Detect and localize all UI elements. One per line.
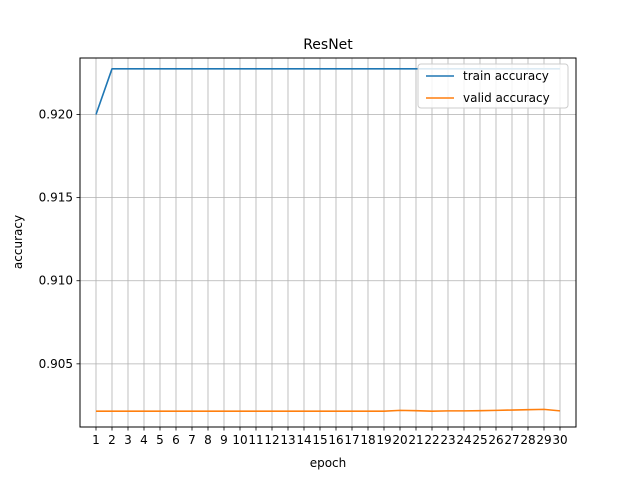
x-tick-label: 17: [344, 433, 359, 447]
x-tick-label: 30: [552, 433, 567, 447]
x-tick-label: 19: [376, 433, 391, 447]
x-tick-label: 6: [172, 433, 180, 447]
y-axis-label: accuracy: [11, 215, 25, 269]
x-tick-label: 22: [424, 433, 439, 447]
chart-title: ResNet: [303, 37, 353, 53]
x-tick-label: 21: [408, 433, 423, 447]
y-tick-label: 0.920: [39, 108, 73, 122]
x-tick-label: 2: [108, 433, 116, 447]
x-tick-label: 20: [392, 433, 407, 447]
legend: train accuracy valid accuracy: [417, 63, 569, 109]
x-tick-label: 10: [232, 433, 247, 447]
x-tick-label: 29: [536, 433, 551, 447]
x-tick-label: 5: [156, 433, 164, 447]
x-tick-label: 26: [488, 433, 503, 447]
x-tick-label: 27: [504, 433, 519, 447]
x-tick-label: 7: [188, 433, 196, 447]
x-tick-label: 9: [220, 433, 228, 447]
x-tick-label: 14: [296, 433, 311, 447]
x-tick-label: 18: [360, 433, 375, 447]
x-tick-label: 24: [456, 433, 471, 447]
x-tick-label: 4: [140, 433, 148, 447]
x-tick-label: 1: [92, 433, 100, 447]
x-tick-label: 8: [204, 433, 212, 447]
legend-label-0: train accuracy: [463, 69, 549, 83]
x-tick-label: 28: [520, 433, 535, 447]
grid-layer: [80, 58, 576, 427]
legend-label-1: valid accuracy: [463, 91, 550, 105]
x-tick-label: 15: [312, 433, 327, 447]
x-tick-label: 3: [124, 433, 132, 447]
x-tick-label: 16: [328, 433, 343, 447]
x-tick-label: 25: [472, 433, 487, 447]
legend-box: [417, 63, 569, 109]
ticks-layer: 1 2 3 4 5 6 7 8 9 10 11 12 13 14 15 16 17 18 19 20 21 22 23 24 2…: [39, 108, 568, 447]
y-tick-label: 0.905: [39, 357, 73, 371]
x-tick-label: 11: [248, 433, 263, 447]
series-line-1: [96, 408, 561, 413]
y-tick-label: 0.910: [39, 274, 73, 288]
x-tick-label: 23: [440, 433, 455, 447]
x-tick-label: 13: [280, 433, 295, 447]
x-axis-label: epoch: [310, 456, 347, 470]
y-tick-label: 0.915: [39, 191, 73, 205]
series-layer: [95, 68, 561, 413]
x-tick-label: 12: [264, 433, 279, 447]
plot-frame: [79, 57, 577, 428]
